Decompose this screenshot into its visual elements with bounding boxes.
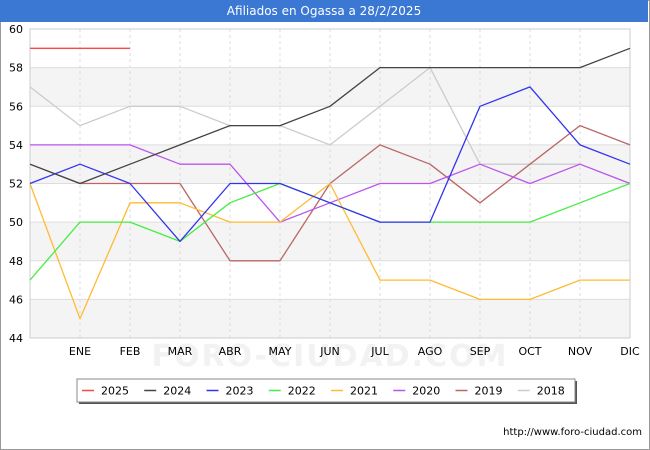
- y-tick-label: 54: [9, 139, 23, 152]
- y-tick-label: 48: [9, 255, 23, 268]
- x-tick-label: ENE: [69, 345, 91, 358]
- source-url: http://www.foro-ciudad.com: [503, 427, 642, 438]
- legend: 2025 2024 2023 2022 2021 2020 2019 2018: [76, 378, 577, 404]
- y-tick-label: 60: [9, 23, 23, 36]
- x-tick-label: ABR: [219, 345, 242, 358]
- x-tick-label: DIC: [620, 345, 640, 358]
- series-line-2023: [29, 86, 631, 243]
- x-tick-label: JUN: [319, 345, 340, 358]
- legend-label-2020: 2020: [412, 385, 440, 398]
- x-tick-label: JUL: [370, 345, 389, 358]
- series-line-2024: [29, 47, 631, 185]
- y-tick-label: 50: [9, 216, 23, 229]
- y-tick-label: 58: [9, 62, 23, 75]
- y-tick-label: 52: [9, 178, 23, 191]
- x-tick-label: MAY: [269, 345, 292, 358]
- x-tick-label: AGO: [418, 345, 443, 358]
- series-lines: [29, 47, 631, 320]
- legend-box: [76, 378, 576, 403]
- series-line-2021: [29, 182, 630, 320]
- legend-label-2021: 2021: [350, 385, 378, 398]
- y-tick-label: 56: [9, 100, 23, 113]
- x-tick-label: MAR: [168, 345, 193, 358]
- y-tick-labels: 44 46 48 50 52 54 56 58 60: [9, 23, 23, 345]
- x-tick-labels: ENE FEB MAR ABR MAY JUN JUL AGO SEP OCT NOV DIC: [69, 345, 640, 358]
- legend-label-2024: 2024: [163, 385, 191, 398]
- y-tick-label: 44: [9, 332, 23, 345]
- legend-label-2018: 2018: [537, 385, 565, 398]
- grid-band: [30, 260, 630, 300]
- x-tick-label: OCT: [518, 345, 541, 358]
- x-tick-label: SEP: [470, 345, 491, 358]
- x-tick-label: FEB: [120, 345, 141, 358]
- legend-label-2022: 2022: [288, 385, 316, 398]
- chart-title: Afiliados en Ogassa a 28/2/2025: [0, 0, 648, 22]
- legend-label-2019: 2019: [475, 385, 503, 398]
- x-tick-label: NOV: [568, 345, 593, 358]
- legend-label-2023: 2023: [226, 385, 254, 398]
- y-tick-label: 46: [9, 293, 23, 306]
- watermark: FORO-CIUDAD.COM: [152, 339, 509, 374]
- legend-label-2025: 2025: [101, 385, 129, 398]
